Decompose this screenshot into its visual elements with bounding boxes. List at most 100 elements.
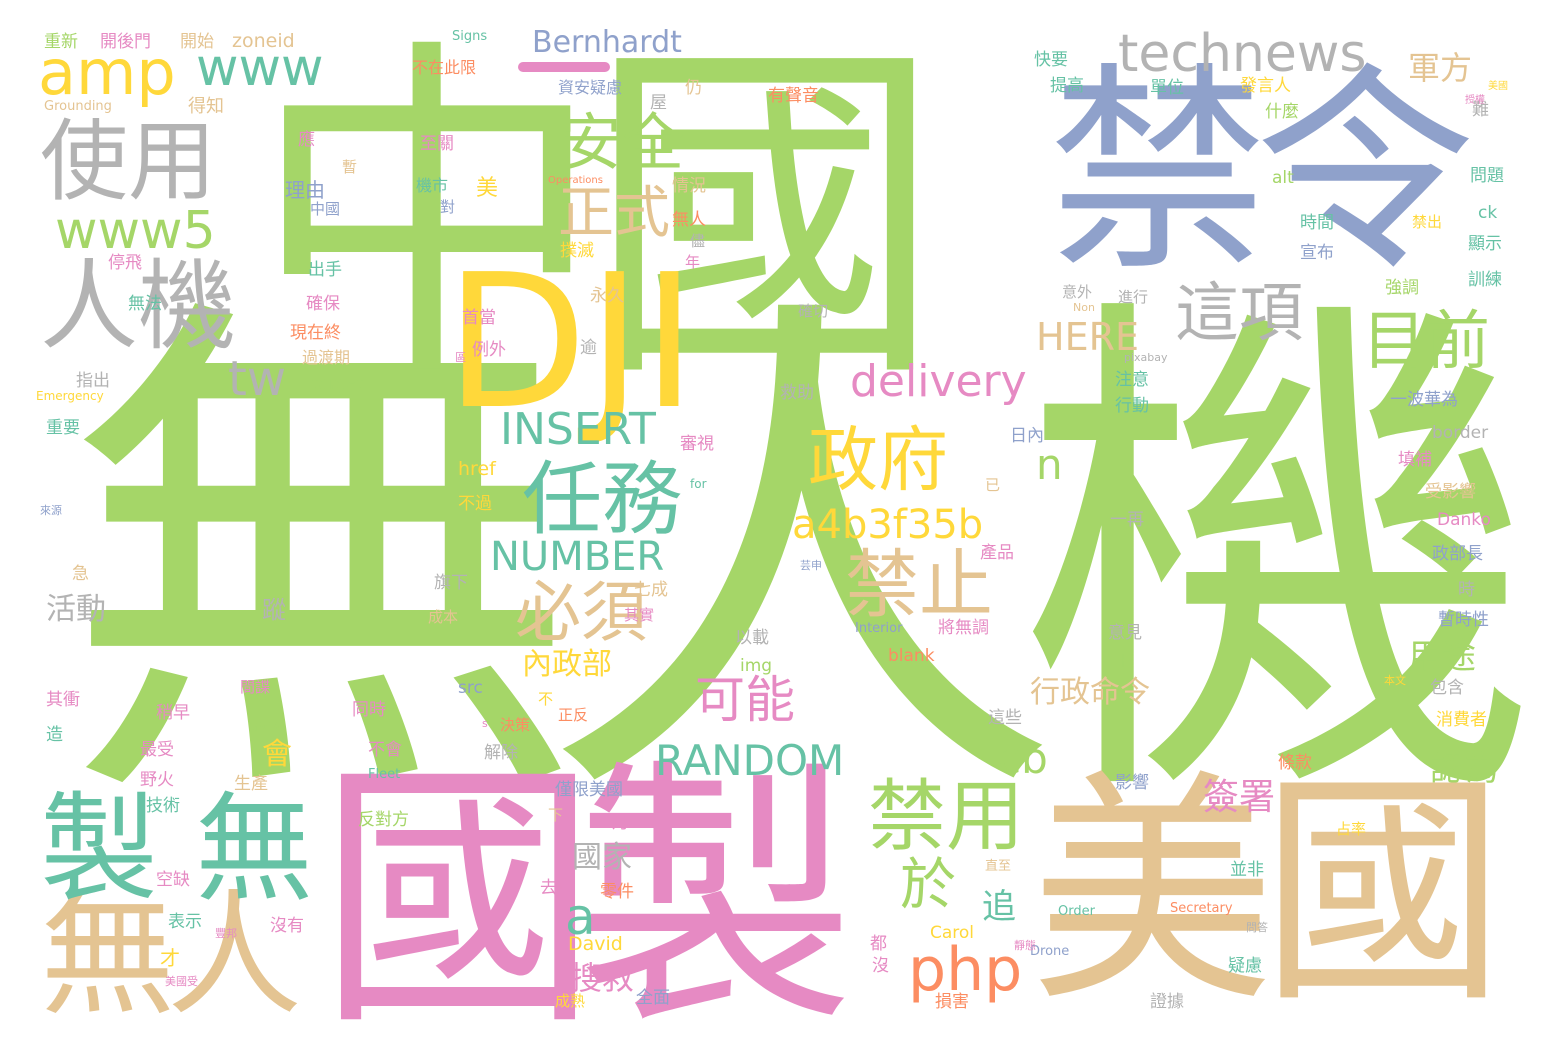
word-small: href xyxy=(458,458,496,480)
word-anquan: 安全 xyxy=(560,106,685,179)
word-small: Non xyxy=(1073,301,1095,314)
word-small: 無人 xyxy=(672,210,706,230)
word-www: www xyxy=(196,38,324,98)
word-small: 停飛 xyxy=(108,253,142,273)
word-small: 表示 xyxy=(168,912,202,932)
word-small: 儘 xyxy=(690,232,706,250)
word-small: 快要 xyxy=(1034,50,1068,70)
word-small: 有聲音 xyxy=(768,86,819,106)
word-small: 顯示 xyxy=(1468,234,1502,254)
word-small: 包含 xyxy=(1430,678,1464,698)
word-small: 理由 xyxy=(285,178,325,202)
word-small: 急 xyxy=(72,564,89,584)
word-junfang: 軍方 xyxy=(1408,49,1473,87)
word-wu: 無 xyxy=(195,780,314,918)
word-renji: 人機 xyxy=(40,250,237,364)
word-meiguo: 美國 xyxy=(1030,750,1505,1035)
word-small: 過渡期 xyxy=(302,348,351,367)
word-small: 開始 xyxy=(180,32,214,52)
word-number: NUMBER xyxy=(490,534,665,580)
word-small: 占率 xyxy=(1336,820,1367,838)
word-small: 撲滅 xyxy=(560,241,594,261)
word-small: 難 xyxy=(1472,100,1489,120)
word-small: 暫時性 xyxy=(1438,610,1489,630)
word-small: 這些 xyxy=(988,708,1022,728)
word-small: 技術 xyxy=(146,796,180,816)
word-small: Operations xyxy=(548,175,603,186)
word-small: avw xyxy=(248,716,283,736)
word-small: 美國 xyxy=(1488,81,1508,92)
word-small: 不會 xyxy=(368,740,402,760)
word-qianshu: 簽署 xyxy=(1203,777,1276,818)
word-small: 開後門 xyxy=(100,32,151,52)
word-small: Emergency xyxy=(36,389,104,403)
word-small: Grounding xyxy=(44,99,112,114)
word-renwu: 任務 xyxy=(522,453,682,546)
word-small: 填補 xyxy=(1398,450,1432,470)
word-small: 什麼 xyxy=(1265,102,1299,122)
word-small: Fleet xyxy=(368,767,401,782)
word-a: a xyxy=(565,888,596,946)
word-small: 造 xyxy=(46,725,63,745)
word-jinyong: 禁用 xyxy=(868,772,1025,862)
word-random: RANDOM xyxy=(655,736,845,785)
word-small: 將無調 xyxy=(938,618,989,638)
word-small: s xyxy=(482,717,488,730)
word-a4b3f35b: a4b3f35b xyxy=(792,502,984,548)
word-small: 僅限美國 xyxy=(555,780,623,800)
word-small: 政部長 xyxy=(1432,544,1483,564)
word-small: 空缺 xyxy=(156,870,190,890)
word-small: 意見 xyxy=(1108,623,1142,643)
word-small: 指出 xyxy=(76,371,110,391)
word-small: 至關 xyxy=(420,134,454,154)
word-small: 全面 xyxy=(636,988,670,1008)
word-small: alt xyxy=(1272,168,1294,188)
word-yongtu: 用途 xyxy=(1408,637,1476,677)
word-keneng: 可能 xyxy=(695,671,795,729)
word-small: 對 xyxy=(440,198,456,216)
word-small: 美國受 xyxy=(165,975,198,988)
word-small: 反對方 xyxy=(358,810,409,830)
word-small: 審視 xyxy=(680,434,714,454)
word-small: 直至 xyxy=(985,859,1012,874)
word-small: 一波華為 xyxy=(1390,390,1458,410)
word-small: 旗下 xyxy=(434,573,468,593)
word-small: pixabay xyxy=(1124,351,1168,364)
word-small: 靜態 xyxy=(1014,939,1036,952)
word-here: HERE xyxy=(1036,315,1139,359)
word-bernhardt: Bernhardt xyxy=(532,25,682,60)
word-wuren: 無人 xyxy=(40,877,302,1034)
word-small: 救助 xyxy=(780,383,814,403)
word-small: 時 xyxy=(1458,580,1475,600)
word-small: Drone xyxy=(1030,944,1070,959)
word-small: ck xyxy=(1478,203,1498,223)
word-small: Danko xyxy=(1437,510,1491,530)
word-small: 正反 xyxy=(558,706,589,724)
word-small: 不 xyxy=(538,690,554,708)
word-small: 不在此限 xyxy=(412,58,477,77)
word-small: 稍早 xyxy=(156,703,190,723)
word-small: Carol xyxy=(930,923,975,943)
word-wurenji: 無人機 xyxy=(62,257,1539,863)
word-small: Secretary xyxy=(1170,901,1233,916)
word-small: 芸申 xyxy=(800,559,822,572)
word-small: 提高 xyxy=(1050,76,1084,96)
word-small: 成熟 xyxy=(555,992,586,1010)
word-small: 並非 xyxy=(1230,860,1264,880)
word-guozhi: 國製 xyxy=(318,737,856,1052)
word-small: 重新 xyxy=(44,32,78,52)
word-small: 訓練 xyxy=(1468,270,1502,290)
word-small: 宣布 xyxy=(1300,243,1334,263)
word-small: 情況 xyxy=(672,176,706,196)
word-small: 蹤 xyxy=(262,596,286,624)
word-jinling: 禁令 xyxy=(1048,44,1475,300)
word-small: 已 xyxy=(985,476,1001,494)
word-neizhengbu: 內政部 xyxy=(522,647,612,682)
word-small: 成本 xyxy=(428,608,459,626)
word-small: 下 xyxy=(548,806,564,824)
word-small: Order xyxy=(1058,904,1095,919)
word-renwei: 認為 xyxy=(1430,749,1498,789)
word-small: 重要 xyxy=(46,418,80,438)
word-small: 永久 xyxy=(590,286,624,306)
